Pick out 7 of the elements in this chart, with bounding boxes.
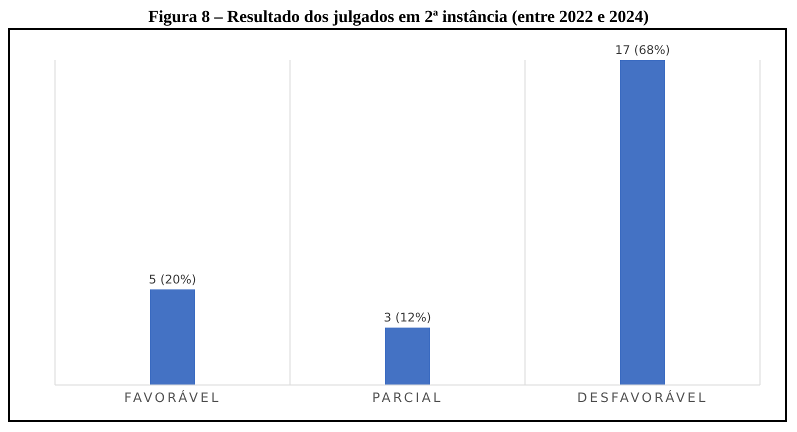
chart-title: Figura 8 – Resultado dos julgados em 2ª instância (entre 2022 e 2024) [147, 7, 650, 26]
data-label: 3 (12%) [384, 310, 432, 325]
data-label: 5 (20%) [148, 272, 196, 286]
x-tick-label: FAVORÁVEL [124, 389, 221, 406]
data-label: 17 (68%) [614, 43, 670, 57]
x-tick-label: PARCIAL [372, 391, 443, 406]
x-tick-label: DESFAVORÁVEL [577, 389, 708, 406]
